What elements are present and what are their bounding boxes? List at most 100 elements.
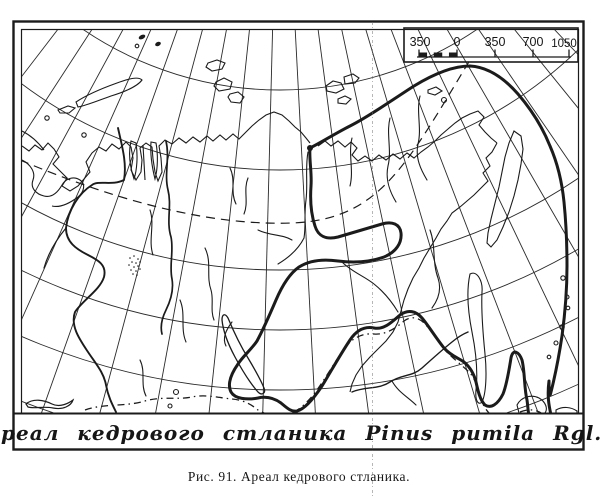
island [134, 43, 140, 49]
scale-label: 1050 [551, 38, 577, 50]
meridian-line [446, 30, 578, 257]
parallel-line [83, 30, 477, 91]
river-amur [351, 331, 469, 393]
meridian-line [341, 30, 425, 414]
river-angara [223, 321, 233, 347]
meridian-line [22, 30, 93, 138]
figure-caption: Рис. 91. Ареал кедрового стланика. [188, 469, 410, 484]
meridian-line [99, 30, 203, 414]
river-aldan [341, 261, 399, 313]
island-dot [155, 41, 161, 47]
river [179, 299, 187, 343]
meridian-line [40, 30, 178, 414]
river-vilyui [257, 229, 293, 241]
meridian-line [294, 30, 316, 414]
meridian-line [417, 30, 578, 366]
rivers [43, 95, 469, 413]
new-siberian-island [325, 80, 345, 94]
scale-label: 350 [485, 35, 506, 49]
range-boundary-northeast-arc [308, 64, 569, 414]
island-dot [138, 34, 146, 40]
river [139, 359, 147, 397]
new-siberian-island [337, 95, 352, 105]
dash-dot-border-line [84, 317, 491, 414]
river [429, 229, 441, 309]
river-khatanga [229, 167, 237, 205]
scale-label: 0 [454, 35, 461, 49]
novaya-zemlya-island [75, 77, 143, 108]
severnaya-zemlya-island [205, 59, 226, 72]
meridian-line [22, 30, 58, 77]
meridian-line [365, 30, 481, 414]
river-indigirka [386, 117, 397, 203]
meridian-line [208, 30, 250, 414]
arctic-circle-dashed-line [22, 59, 471, 224]
parallel-line [22, 177, 578, 271]
parallel-line [22, 248, 578, 331]
yamal-peninsula [129, 140, 138, 181]
lake [172, 388, 180, 396]
okhotsk-coastline [349, 142, 498, 393]
scale-bar-box [403, 27, 579, 63]
label-band: Ареал кедрового стланика Pinus pumila Rg… [0, 412, 600, 445]
parallel-line [22, 317, 578, 391]
map-title-handwritten: Ареал кедрового стланика Pinus pumila Rg… [0, 421, 600, 445]
scale-label: 700 [523, 35, 544, 49]
meridian-line [514, 30, 578, 109]
river-ussuri [391, 380, 417, 406]
lena-delta-junction [307, 145, 313, 151]
meridian-line [22, 30, 124, 217]
new-siberian-island [343, 73, 360, 85]
outer-border [12, 20, 585, 451]
meridian-line [317, 30, 370, 414]
severnaya-zemlya-island [213, 77, 233, 92]
severnaya-zemlya-island [227, 91, 245, 104]
lake-baikal [221, 314, 266, 395]
kuril-island [553, 340, 559, 346]
arctic-coastline-east [317, 110, 498, 162]
hokkaido-island [516, 395, 547, 414]
river-yenisei [160, 140, 174, 335]
lake [44, 115, 50, 121]
scale-label: 350 [410, 35, 431, 49]
coastlines [22, 34, 578, 414]
meridian-line [22, 30, 152, 320]
river-olenek [243, 177, 249, 215]
river-tunguska [204, 247, 215, 321]
parallel-line [22, 383, 578, 414]
ob-gulf [142, 144, 146, 181]
gydan-peninsula [150, 141, 158, 182]
state-border [84, 317, 544, 414]
mountain-stipple [128, 255, 141, 276]
island [427, 86, 444, 96]
lake-balkhash [25, 398, 75, 410]
dash-dot-border-line [519, 409, 544, 414]
river-irtysh [43, 227, 67, 269]
meridian-line [155, 30, 227, 414]
range-boundary [227, 64, 569, 414]
meridian-line [262, 30, 274, 414]
island [440, 96, 448, 104]
parallels [22, 30, 578, 414]
river [149, 209, 154, 256]
meridian-line [554, 30, 578, 56]
river-ob [65, 127, 126, 413]
scale-ruler [417, 49, 571, 58]
parallel-line [22, 49, 578, 171]
lake [167, 403, 173, 409]
range-boundary-southwest [227, 146, 531, 414]
honshu-island [555, 406, 578, 414]
scale-bar: 350 0 350 700 1050 [403, 27, 579, 63]
kuril-island [560, 275, 566, 281]
kamchatka-peninsula [486, 130, 524, 248]
river-lena [277, 151, 309, 265]
scandinavia-coast [22, 130, 45, 151]
kuril-island [546, 354, 552, 360]
river-kolyma [416, 95, 428, 181]
meridian-line [478, 30, 578, 175]
island [57, 105, 77, 114]
